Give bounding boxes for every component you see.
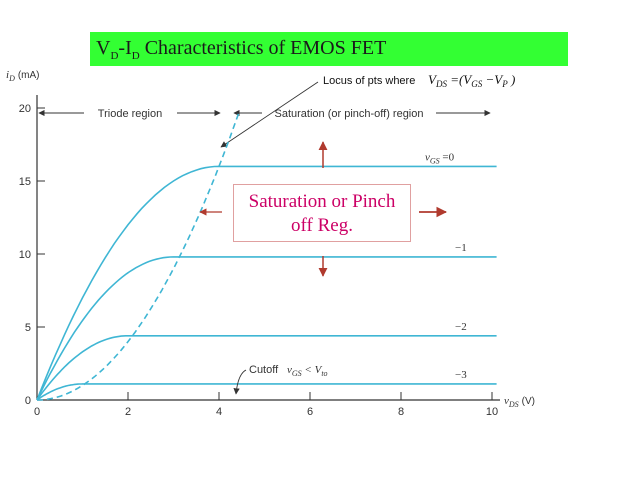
curve-series-0 bbox=[36, 165, 497, 401]
chart-title: VD-ID Characteristics of EMOS FET bbox=[96, 37, 387, 62]
title-banner: VD-ID Characteristics of EMOS FET bbox=[90, 32, 568, 66]
saturation-region-label: Saturation (or pinch-off) region bbox=[275, 108, 424, 120]
series-label: −2 bbox=[455, 321, 467, 333]
locus-dashed-curve bbox=[36, 110, 241, 401]
x-tick-label: 8 bbox=[398, 406, 404, 418]
locus-label: Locus of pts where bbox=[323, 75, 415, 87]
x-tick-label: 0 bbox=[34, 406, 40, 418]
x-tick-label: 10 bbox=[486, 406, 498, 418]
y-tick-label: 20 bbox=[19, 103, 31, 115]
annotation-line-1: Saturation or Pinch bbox=[248, 191, 396, 212]
series-label: −3 bbox=[455, 369, 467, 381]
triode-region-label: Triode region bbox=[98, 108, 162, 120]
locus-pointer-arrow bbox=[220, 81, 319, 148]
series-label: −1 bbox=[455, 242, 467, 254]
x-axis-label: vDS (V) bbox=[504, 395, 535, 409]
y-tick-label: 10 bbox=[19, 249, 31, 261]
y-tick-label: 0 bbox=[25, 395, 31, 407]
saturation-annotation-box: Saturation or Pinch off Reg. bbox=[233, 184, 411, 242]
y-tick-label: 15 bbox=[19, 176, 31, 188]
y-axis-label: iD (mA) bbox=[6, 69, 40, 83]
curve-series-1 bbox=[36, 256, 497, 401]
x-tick-label: 2 bbox=[125, 406, 131, 418]
curve-series-3 bbox=[36, 383, 497, 401]
curve-series-2 bbox=[36, 335, 497, 401]
cutoff-condition: vGS < Vto bbox=[287, 364, 328, 378]
x-tick-label: 6 bbox=[307, 406, 313, 418]
locus-equation: VDS =(VGS −VP ) bbox=[428, 72, 515, 89]
cutoff-pointer-arrow bbox=[233, 369, 247, 395]
series-label: vGS =0 bbox=[425, 151, 455, 165]
x-tick-label: 4 bbox=[216, 406, 222, 418]
annotation-line-2: off Reg. bbox=[291, 215, 353, 236]
cutoff-label: Cutoff bbox=[249, 364, 279, 376]
y-tick-label: 5 bbox=[25, 322, 31, 334]
